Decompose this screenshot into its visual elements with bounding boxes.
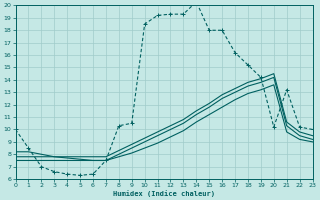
X-axis label: Humidex (Indice chaleur): Humidex (Indice chaleur) (113, 190, 215, 197)
